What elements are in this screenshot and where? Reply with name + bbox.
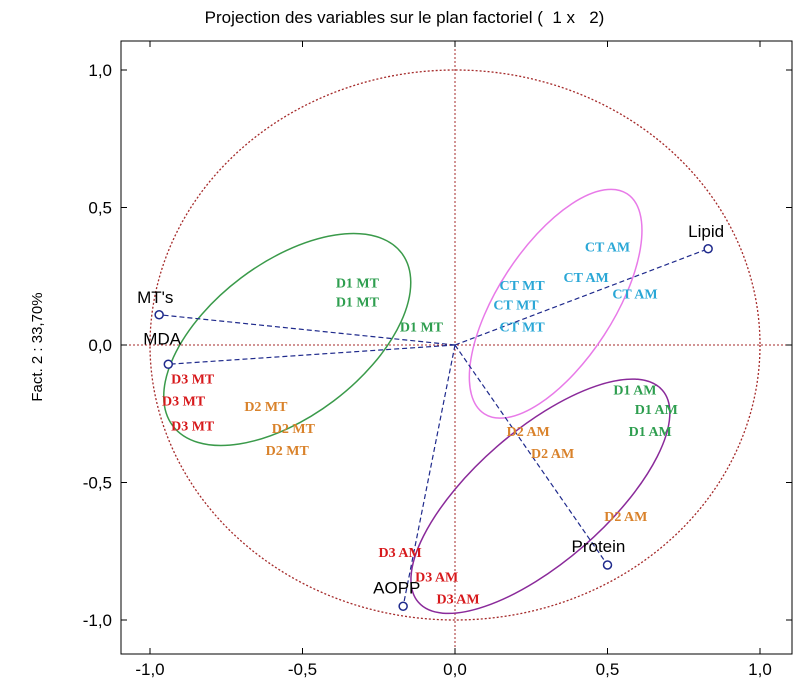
obs-label-d3-am: D3 AM bbox=[379, 546, 422, 561]
y-tick-label: 0,5 bbox=[88, 199, 112, 218]
obs-label-d3-am: D3 AM bbox=[415, 571, 458, 586]
obs-label-ct-mt: CT MT bbox=[499, 320, 545, 335]
vector-mts bbox=[159, 314, 456, 346]
obs-label-ct-mt: CT MT bbox=[493, 298, 539, 313]
point-mda bbox=[163, 359, 174, 369]
obs-label-d1-am: D1 AM bbox=[635, 403, 678, 418]
x-tick-label: 1,0 bbox=[748, 660, 772, 679]
obs-label-d3-am: D3 AM bbox=[436, 593, 479, 608]
y-tick-label: 1,0 bbox=[88, 61, 112, 80]
x-tick-label: -0,5 bbox=[288, 660, 317, 679]
unit-circle bbox=[149, 69, 761, 621]
group-ellipse-3 bbox=[410, 378, 671, 615]
obs-label-d2-mt: D2 MT bbox=[244, 400, 288, 415]
y-tick-label: -1,0 bbox=[83, 611, 112, 630]
obs-label-d2-mt: D2 MT bbox=[272, 422, 316, 437]
label-protein: Protein bbox=[572, 537, 626, 556]
obs-label-d2-am: D2 AM bbox=[531, 447, 574, 462]
obs-label-d1-am: D1 AM bbox=[613, 384, 656, 399]
point-protein bbox=[602, 560, 613, 570]
group-ellipse-2 bbox=[468, 188, 643, 419]
point-aopp bbox=[398, 601, 408, 611]
label-mda: MDA bbox=[143, 329, 181, 348]
obs-label-d3-mt: D3 MT bbox=[171, 373, 215, 388]
obs-label-d1-mt: D1 MT bbox=[400, 320, 444, 335]
y-tick-label: 0,0 bbox=[88, 336, 112, 355]
label-mts: MT's bbox=[137, 288, 173, 307]
obs-label-d2-am: D2 AM bbox=[604, 510, 647, 525]
chart-title: Projection des variables sur le plan fac… bbox=[204, 8, 605, 27]
obs-label-ct-am: CT AM bbox=[564, 271, 609, 286]
y-axis-label: Fact. 2 : 33,70% bbox=[29, 292, 46, 401]
obs-label-d3-mt: D3 MT bbox=[162, 395, 206, 410]
obs-label-d1-am: D1 AM bbox=[629, 425, 672, 440]
point-mts bbox=[154, 310, 164, 320]
x-tick-label: -1,0 bbox=[135, 660, 164, 679]
point-lipid bbox=[703, 244, 713, 254]
obs-label-d3-mt: D3 MT bbox=[171, 419, 215, 434]
vector-aopp bbox=[402, 344, 456, 607]
obs-label-ct-am: CT AM bbox=[585, 241, 630, 256]
obs-label-d1-mt: D1 MT bbox=[336, 276, 380, 291]
obs-label-d2-mt: D2 MT bbox=[266, 444, 310, 459]
x-tick-label: 0,5 bbox=[596, 660, 620, 679]
label-lipid: Lipid bbox=[688, 222, 724, 241]
obs-label-d2-am: D2 AM bbox=[507, 425, 550, 440]
group-ellipse-1 bbox=[162, 232, 412, 447]
vector-protein bbox=[454, 344, 608, 566]
label-aopp: AOPP bbox=[373, 578, 420, 597]
obs-label-ct-am: CT AM bbox=[612, 287, 657, 302]
vector-lipid bbox=[454, 248, 709, 346]
x-tick-label: 0,0 bbox=[443, 660, 467, 679]
obs-label-d1-mt: D1 MT bbox=[336, 296, 380, 311]
y-tick-label: -0,5 bbox=[83, 474, 112, 493]
obs-label-ct-mt: CT MT bbox=[499, 279, 545, 294]
